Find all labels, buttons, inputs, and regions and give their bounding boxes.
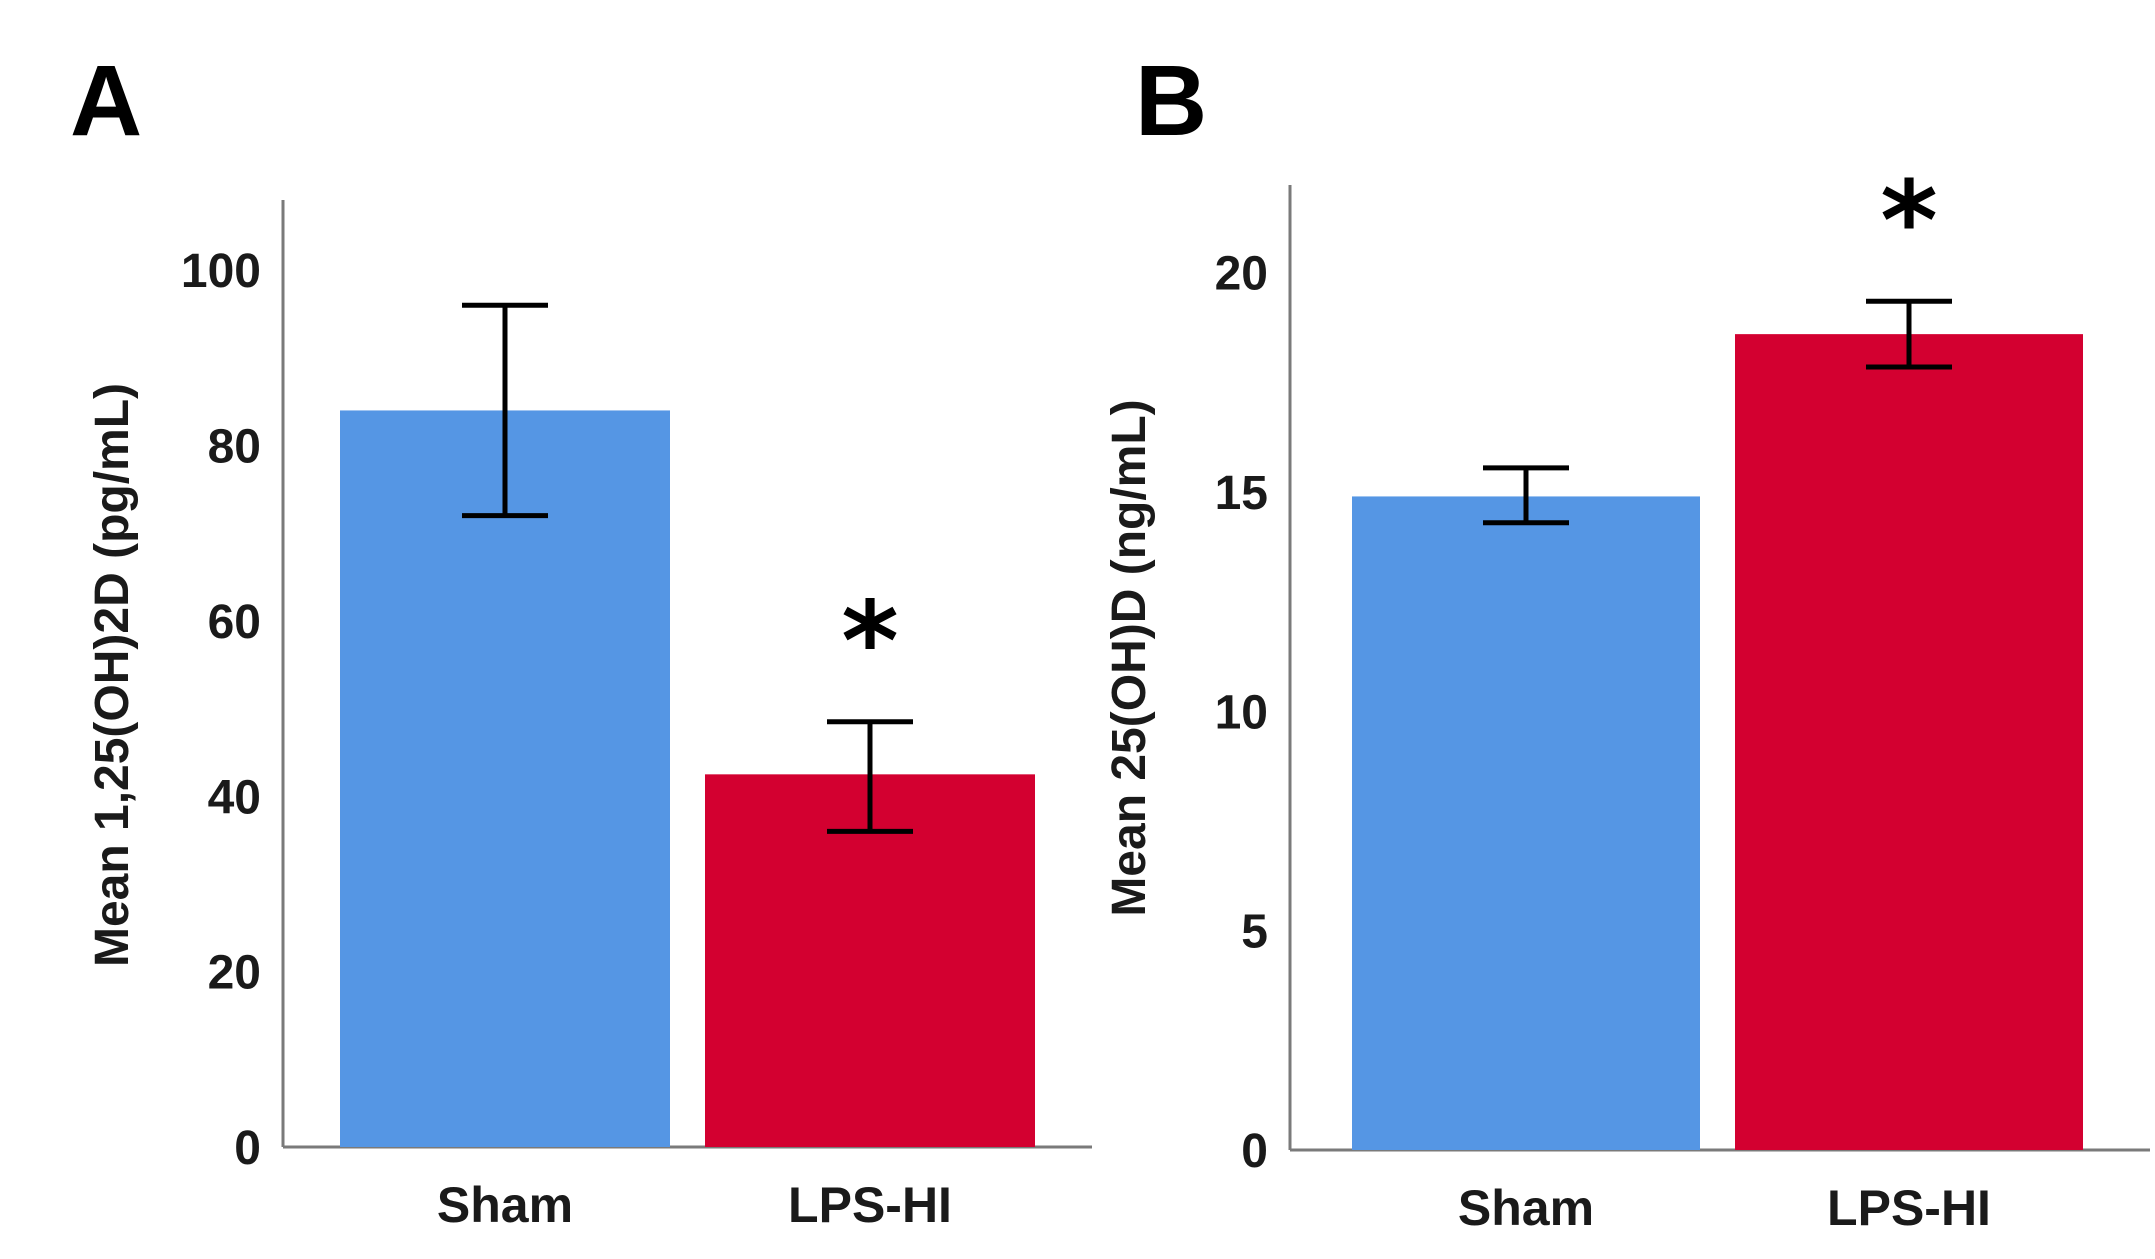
y-axis-title: Mean 25(OH)D (ng/mL) — [1103, 399, 1156, 916]
y-tick-label: 0 — [234, 1122, 261, 1175]
y-tick-label: 10 — [1215, 686, 1268, 739]
significance-star: * — [841, 578, 899, 706]
panel-letter-b: B — [1135, 45, 1207, 157]
error-bar — [462, 302, 548, 519]
panel-b-chart: B Mean 25(OH)D (ng/mL) 0 5 10 15 20 Sham LPS-… — [1103, 45, 2150, 1236]
error-bar-group — [1483, 298, 1952, 526]
bar-group — [340, 410, 1035, 1147]
error-bar — [827, 719, 913, 834]
significance-star: * — [1880, 157, 1938, 285]
category-labels: Sham LPS-HI — [437, 1177, 952, 1233]
category-labels: Sham LPS-HI — [1458, 1180, 1991, 1236]
bar-group — [1352, 334, 2083, 1150]
error-bar — [1866, 298, 1952, 370]
bar-sham — [340, 410, 670, 1147]
y-axis-title: Mean 1,25(OH)2D (pg/mL) — [86, 383, 139, 967]
panel-a-chart: A Mean 1,25(OH)2D (pg/mL) 0 20 40 60 80 100 S… — [70, 45, 1092, 1233]
y-axis-ticks: 0 5 10 15 20 — [1215, 248, 1268, 1178]
significance-markers: * — [1880, 157, 1938, 285]
panel-letter-a: A — [70, 45, 142, 157]
bar-sham — [1352, 496, 1700, 1150]
y-tick-label: 5 — [1241, 906, 1268, 959]
y-tick-label: 0 — [1241, 1125, 1268, 1178]
y-tick-label: 100 — [181, 245, 261, 298]
y-tick-label: 15 — [1215, 467, 1268, 520]
bar-lps-hi — [1735, 334, 2083, 1150]
x-category-label: LPS-HI — [788, 1177, 952, 1233]
error-bar — [1483, 465, 1569, 526]
error-bar-group — [462, 302, 913, 834]
significance-markers: * — [841, 578, 899, 706]
y-tick-label: 20 — [208, 947, 261, 1000]
y-tick-label: 20 — [1215, 248, 1268, 301]
x-category-label: Sham — [1458, 1180, 1594, 1236]
y-tick-label: 60 — [208, 596, 261, 649]
bar-lps-hi — [705, 774, 1035, 1147]
y-axis-ticks: 0 20 40 60 80 100 — [181, 245, 261, 1175]
y-tick-label: 80 — [208, 421, 261, 474]
x-category-label: Sham — [437, 1177, 573, 1233]
y-tick-label: 40 — [208, 771, 261, 824]
x-category-label: LPS-HI — [1827, 1180, 1991, 1236]
